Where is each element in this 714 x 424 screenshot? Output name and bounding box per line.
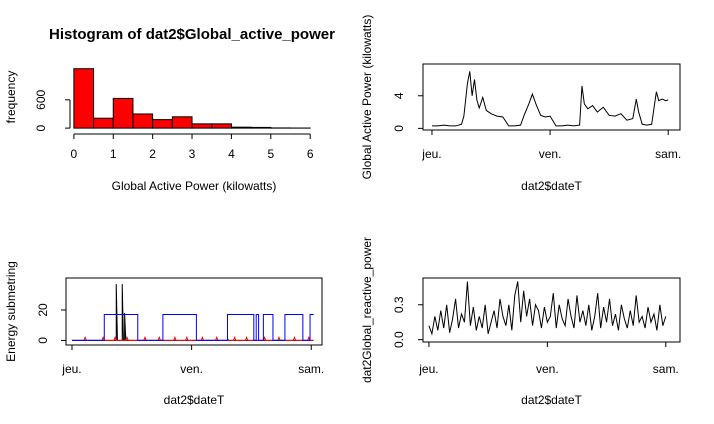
x-tick-label: jeu. <box>421 147 441 161</box>
x-tick-label: jeu. <box>418 362 438 376</box>
x-tick-label: sam. <box>653 362 679 376</box>
x-tick-label: sam. <box>298 362 324 376</box>
x-tick-label: 6 <box>307 147 314 161</box>
plot-frame <box>422 63 681 131</box>
histogram-bar <box>112 97 134 129</box>
x-axis-label: dat2$dateT <box>521 179 582 193</box>
y-tick-label: 600 <box>34 89 48 109</box>
x-tick-label: 2 <box>149 147 156 161</box>
x-tick-label: ven. <box>180 362 203 376</box>
data-line <box>428 281 667 336</box>
histogram-bar <box>93 117 114 129</box>
x-axis-label: Global Active Power (kilowatts) <box>112 179 277 193</box>
histogram-bar <box>250 126 272 129</box>
data-line <box>431 71 669 127</box>
chart-title: Histogram of dat2$Global_active_power <box>49 26 335 43</box>
histogram-bar <box>230 126 252 129</box>
data-line <box>71 284 314 341</box>
x-axis-label: dat2$dateT <box>164 393 225 407</box>
y-tick-label: 0.3 <box>392 296 406 313</box>
plot-frame <box>65 277 323 346</box>
histogram-bar <box>171 116 193 129</box>
y-axis-label: Global Active Power (kilowatts) <box>360 15 374 180</box>
x-tick-label: 1 <box>110 147 117 161</box>
x-tick-label: jeu. <box>61 362 81 376</box>
histogram-bar <box>132 113 154 129</box>
x-tick-label: sam. <box>655 147 681 161</box>
y-tick-label: 0 <box>392 125 406 132</box>
x-tick-label: 5 <box>267 147 274 161</box>
x-tick-label: ven. <box>539 147 562 161</box>
y-tick-label: 0.0 <box>392 331 406 348</box>
plot-frame <box>422 277 681 343</box>
y-tick-label: 0 <box>34 124 48 131</box>
x-axis-label: dat2$dateT <box>521 393 582 407</box>
y-tick-label: 20 <box>36 303 50 317</box>
y-axis-label: frequency <box>4 71 18 124</box>
x-tick-label: 0 <box>71 147 78 161</box>
x-tick-label: ven. <box>536 362 559 376</box>
x-tick-label: 3 <box>189 147 196 161</box>
y-axis-label: dat2Global_reactive_power <box>360 237 374 383</box>
histogram-bar <box>191 123 213 129</box>
data-line <box>71 336 314 341</box>
data-line <box>71 314 314 341</box>
histogram-bar <box>211 123 232 129</box>
y-tick-label: 4 <box>392 92 406 99</box>
y-tick-label: 0 <box>36 337 50 344</box>
y-axis-label: Energy submetring <box>4 261 18 362</box>
histogram-bar <box>73 68 95 129</box>
histogram-bar <box>152 119 173 129</box>
x-tick-label: 4 <box>228 147 235 161</box>
